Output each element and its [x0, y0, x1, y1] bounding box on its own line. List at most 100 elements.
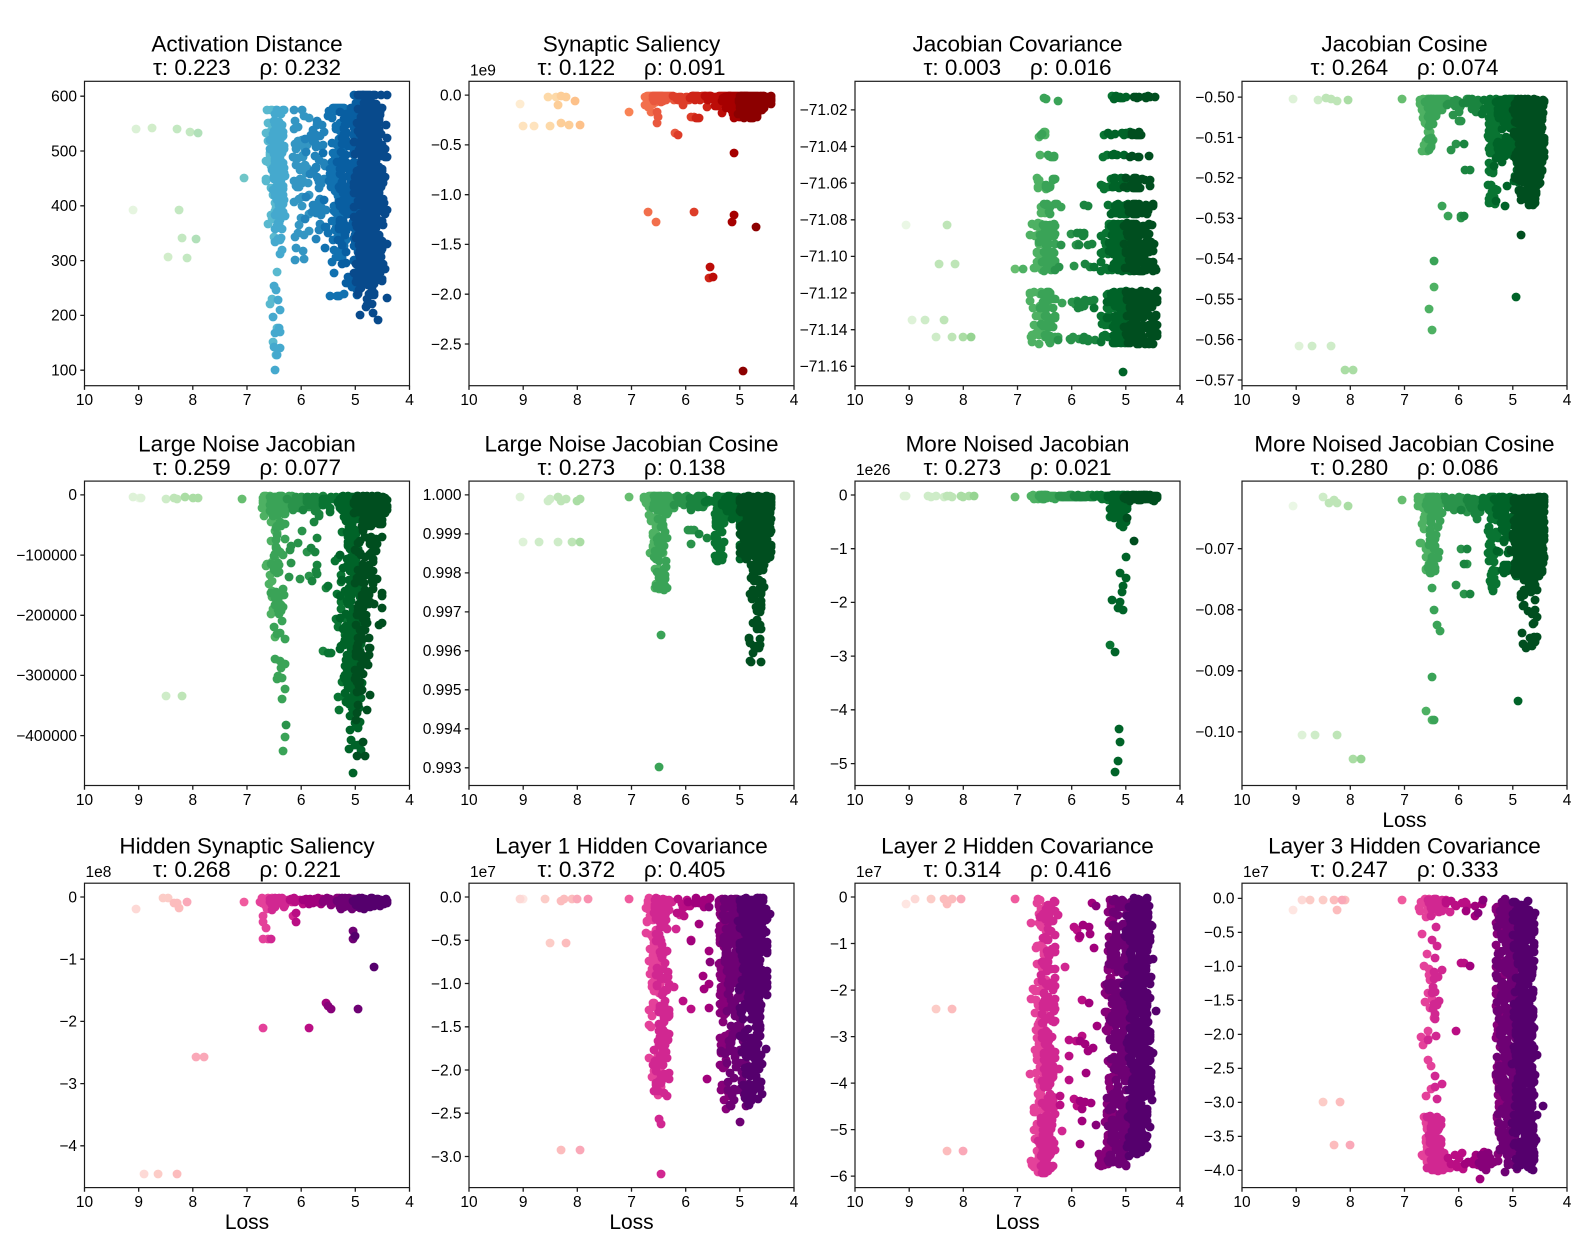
svg-text:−0.07: −0.07 [1195, 541, 1234, 558]
svg-text:8: 8 [188, 392, 197, 409]
svg-text:−0.55: −0.55 [1195, 292, 1234, 309]
svg-text:Large Noise Jacobian Cosine: Large Noise Jacobian Cosine [485, 431, 779, 456]
svg-text:−4: −4 [830, 1075, 848, 1092]
svg-text:0: 0 [839, 889, 848, 906]
svg-text:−2.0: −2.0 [431, 1062, 462, 1079]
svg-text:5: 5 [1508, 1194, 1517, 1211]
svg-text:−3.0: −3.0 [1204, 1095, 1235, 1112]
svg-text:−3: −3 [830, 1029, 848, 1046]
svg-text:More Noised Jacobian: More Noised Jacobian [906, 431, 1130, 456]
svg-text:−0.53: −0.53 [1195, 211, 1234, 228]
svg-text:5: 5 [1508, 392, 1517, 409]
svg-text:7: 7 [243, 392, 252, 409]
svg-text:7: 7 [627, 1194, 636, 1211]
svg-text:−3: −3 [59, 1076, 77, 1093]
svg-text:400: 400 [51, 198, 77, 215]
svg-text:1e7: 1e7 [856, 864, 882, 881]
svg-text:10: 10 [1233, 392, 1251, 409]
svg-text:−6: −6 [830, 1168, 848, 1185]
svg-text:−100000: −100000 [16, 547, 77, 564]
svg-text:8: 8 [959, 1194, 968, 1211]
svg-text:6: 6 [1454, 392, 1463, 409]
svg-text:−4.0: −4.0 [1204, 1163, 1235, 1180]
svg-text:5: 5 [351, 1194, 360, 1211]
svg-text:−2: −2 [830, 982, 848, 999]
svg-text:−1.5: −1.5 [431, 1019, 462, 1036]
svg-text:Synaptic Saliency: Synaptic Saliency [543, 32, 721, 57]
svg-text:−400000: −400000 [16, 728, 77, 745]
svg-text:7: 7 [243, 792, 252, 809]
svg-text:600: 600 [51, 89, 77, 106]
svg-text:10: 10 [846, 1194, 864, 1211]
svg-text:−0.52: −0.52 [1195, 170, 1234, 187]
svg-text:10: 10 [76, 792, 94, 809]
svg-text:−0.09: −0.09 [1195, 663, 1234, 680]
svg-text:5: 5 [735, 1194, 744, 1211]
svg-text:Layer 2 Hidden Covariance: Layer 2 Hidden Covariance [881, 833, 1154, 858]
svg-text:4: 4 [790, 792, 799, 809]
svg-text:τ: 0.273 ρ: 0.021: τ: 0.273 ρ: 0.021 [923, 455, 1111, 480]
svg-text:−0.57: −0.57 [1195, 372, 1234, 389]
svg-text:0.999: 0.999 [423, 526, 462, 543]
svg-text:−1.0: −1.0 [431, 187, 462, 204]
svg-text:0.998: 0.998 [423, 565, 462, 582]
svg-text:8: 8 [1346, 792, 1355, 809]
svg-text:−0.5: −0.5 [431, 933, 462, 950]
svg-text:5: 5 [351, 792, 360, 809]
svg-text:1e7: 1e7 [470, 864, 496, 881]
svg-text:0.996: 0.996 [423, 643, 462, 660]
svg-text:6: 6 [681, 1194, 690, 1211]
svg-text:5: 5 [1121, 392, 1130, 409]
svg-text:−71.12: −71.12 [800, 285, 848, 302]
svg-text:6: 6 [1067, 392, 1076, 409]
svg-text:4: 4 [1176, 792, 1185, 809]
svg-text:0.0: 0.0 [440, 87, 462, 104]
svg-text:4: 4 [1563, 392, 1572, 409]
svg-text:Loss: Loss [225, 1211, 269, 1234]
svg-text:−0.56: −0.56 [1195, 332, 1234, 349]
svg-text:−5: −5 [830, 1122, 848, 1139]
svg-text:6: 6 [1067, 1194, 1076, 1211]
svg-text:6: 6 [1454, 1194, 1463, 1211]
svg-text:7: 7 [1400, 1194, 1409, 1211]
svg-text:6: 6 [297, 1194, 306, 1211]
svg-text:7: 7 [1013, 792, 1022, 809]
svg-text:5: 5 [1508, 792, 1517, 809]
svg-text:−5: −5 [830, 756, 848, 773]
svg-text:−2.0: −2.0 [431, 287, 462, 304]
svg-text:−0.10: −0.10 [1195, 724, 1235, 741]
svg-text:Hidden Synaptic Saliency: Hidden Synaptic Saliency [119, 833, 375, 858]
svg-text:−71.04: −71.04 [800, 139, 848, 156]
svg-text:Large Noise Jacobian: Large Noise Jacobian [138, 431, 356, 456]
svg-text:−0.54: −0.54 [1195, 251, 1235, 268]
svg-text:9: 9 [134, 392, 143, 409]
svg-text:100: 100 [51, 363, 77, 380]
svg-text:7: 7 [243, 1194, 252, 1211]
svg-text:5: 5 [1121, 1194, 1130, 1211]
svg-text:−3.5: −3.5 [1204, 1129, 1235, 1146]
svg-text:−0.50: −0.50 [1195, 89, 1235, 106]
svg-text:−4: −4 [59, 1138, 77, 1155]
svg-text:10: 10 [460, 392, 478, 409]
svg-text:5: 5 [351, 392, 360, 409]
svg-text:9: 9 [1292, 392, 1301, 409]
svg-text:9: 9 [519, 792, 528, 809]
svg-text:τ: 0.247 ρ: 0.333: τ: 0.247 ρ: 0.333 [1310, 857, 1498, 882]
svg-text:τ: 0.372 ρ: 0.405: τ: 0.372 ρ: 0.405 [537, 857, 725, 882]
svg-text:τ: 0.122 ρ: 0.091: τ: 0.122 ρ: 0.091 [537, 55, 725, 80]
svg-text:τ: 0.268 ρ: 0.221: τ: 0.268 ρ: 0.221 [153, 857, 341, 882]
svg-text:9: 9 [905, 1194, 914, 1211]
svg-text:500: 500 [51, 143, 77, 160]
svg-text:1.000: 1.000 [423, 487, 462, 504]
svg-text:−0.5: −0.5 [431, 137, 462, 154]
svg-text:−71.06: −71.06 [800, 175, 848, 192]
svg-text:−2.5: −2.5 [1204, 1061, 1235, 1078]
svg-text:8: 8 [573, 392, 582, 409]
svg-text:τ: 0.264 ρ: 0.074: τ: 0.264 ρ: 0.074 [1310, 55, 1498, 80]
svg-text:−2.0: −2.0 [1204, 1027, 1235, 1044]
svg-text:−71.16: −71.16 [800, 359, 848, 376]
svg-text:−4: −4 [830, 702, 848, 719]
svg-text:Loss: Loss [995, 1211, 1039, 1234]
svg-text:7: 7 [627, 392, 636, 409]
svg-text:τ: 0.273 ρ: 0.138: τ: 0.273 ρ: 0.138 [537, 455, 725, 480]
